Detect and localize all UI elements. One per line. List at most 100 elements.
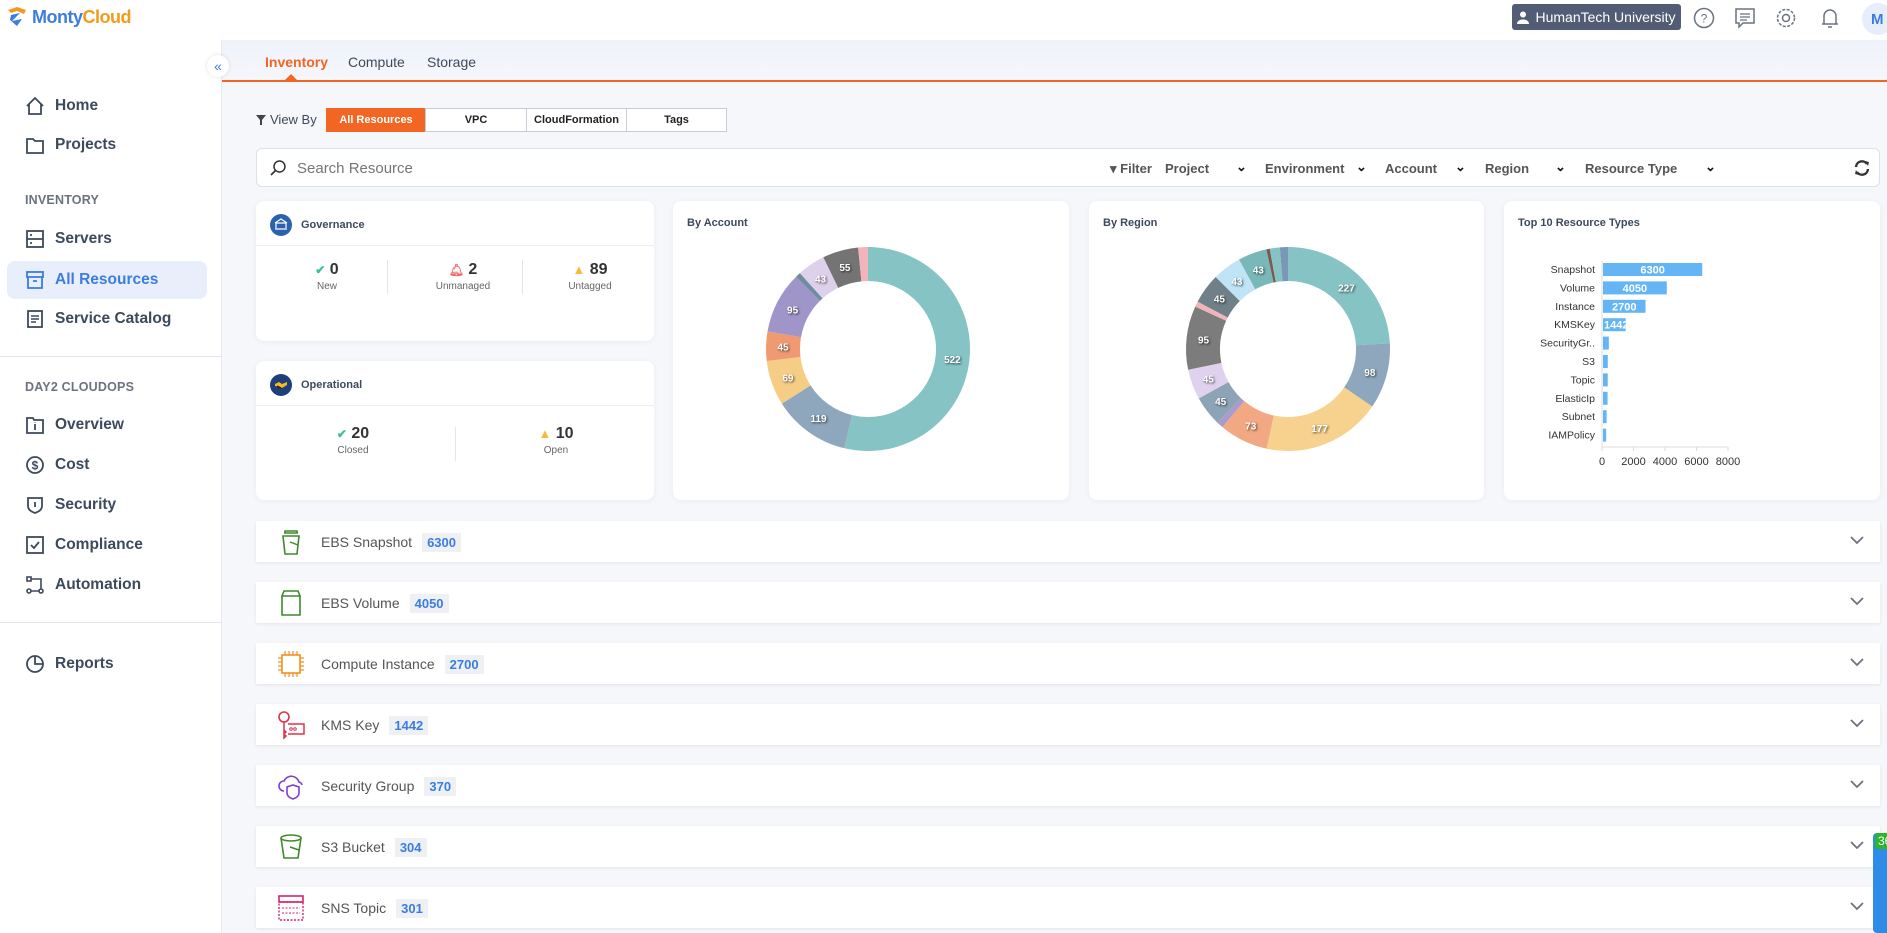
resource-row-ebs-snapshot[interactable]: EBS Snapshot 6300 [256, 521, 1880, 562]
donut-segment[interactable] [766, 357, 811, 404]
refresh-icon[interactable] [1852, 158, 1872, 178]
donut-segment[interactable] [858, 247, 868, 282]
bell-icon: 🔔︎ [448, 263, 464, 277]
donut-segment[interactable] [823, 247, 862, 288]
bar[interactable] [1603, 281, 1667, 295]
donut-segment[interactable] [1288, 247, 1390, 346]
donut-segment[interactable] [767, 276, 821, 338]
stat-unmanaged[interactable]: 🔔︎ 2 Unmanaged [403, 261, 523, 292]
sidebar-item-service-catalog[interactable]: Service Catalog [7, 300, 207, 338]
donut-data-label: 45 [1215, 397, 1227, 408]
resource-row-s3-bucket[interactable]: S3 Bucket 304 [256, 826, 1880, 867]
chevron-down-icon[interactable] [1848, 592, 1866, 610]
resource-label: EBS Snapshot 6300 [321, 533, 461, 552]
search-input[interactable] [297, 157, 797, 179]
donut-segment[interactable] [1197, 277, 1240, 318]
chevron-down-icon[interactable] [1848, 775, 1866, 793]
resource-row-compute-instance[interactable]: Compute Instance 2700 [256, 643, 1880, 684]
gear-icon[interactable] [1774, 6, 1798, 30]
sidebar-item-servers[interactable]: Servers [7, 220, 207, 258]
sidebar-item-cost[interactable]: $ Cost [7, 446, 207, 484]
chevron-down-icon[interactable] [1848, 714, 1866, 732]
view-all-resources-button[interactable]: All Resources [326, 108, 426, 132]
sidebar-item-home[interactable]: Home [7, 87, 207, 125]
divider [522, 260, 523, 294]
stat-new[interactable]: ✔ 0 New [267, 261, 387, 292]
chevron-down-icon[interactable] [1848, 897, 1866, 915]
donut-segment[interactable] [766, 331, 802, 362]
resource-row-kms-key[interactable]: KMS Key 1442 [256, 704, 1880, 745]
donut-segment[interactable] [1279, 247, 1288, 282]
donut-segment[interactable] [781, 385, 853, 449]
sidebar-item-compliance[interactable]: Compliance [7, 526, 207, 564]
region-filter-dropdown[interactable]: Region [1485, 161, 1530, 176]
view-cloudformation-button[interactable]: CloudFormation [526, 108, 627, 132]
organization-button[interactable]: HumanTech University [1512, 4, 1681, 30]
bar[interactable] [1603, 336, 1609, 350]
chevron-down-icon[interactable] [1848, 836, 1866, 854]
project-filter-dropdown[interactable]: Project [1165, 161, 1210, 176]
resource-label: Security Group 370 [321, 777, 457, 796]
chevron-down-icon[interactable]: ⌄ [1455, 159, 1466, 174]
stat-untagged[interactable]: ▲ 89 Untagged [530, 261, 650, 292]
donut-segment[interactable] [1217, 398, 1245, 428]
bar[interactable] [1603, 428, 1607, 442]
donut-segment[interactable] [1195, 301, 1228, 321]
bar[interactable] [1603, 318, 1626, 332]
donut-segment[interactable] [1266, 248, 1276, 283]
bar[interactable] [1603, 355, 1608, 368]
resource-type-filter-dropdown[interactable]: Resource Type [1585, 161, 1678, 176]
tab-compute[interactable]: Compute [348, 54, 405, 70]
view-tags-button[interactable]: Tags [626, 108, 727, 132]
resource-row-sns-topic[interactable]: SNS Topic 301 [256, 887, 1880, 928]
bar[interactable] [1603, 263, 1703, 276]
chat-icon[interactable] [1733, 6, 1757, 30]
stat-value: 10 [555, 425, 574, 442]
logo[interactable]: MontyCloud [6, 6, 131, 28]
environment-filter-dropdown[interactable]: Environment [1265, 161, 1345, 176]
resource-row-ebs-volume[interactable]: EBS Volume 4050 [256, 582, 1880, 623]
chevron-down-icon[interactable]: ⌄ [1705, 159, 1716, 174]
warning-icon: ▲ [538, 426, 552, 441]
donut-segment[interactable] [1222, 401, 1274, 449]
donut-segment[interactable] [1186, 306, 1227, 370]
bar[interactable] [1603, 299, 1646, 313]
account-filter-dropdown[interactable]: Account [1385, 161, 1437, 176]
view-vpc-button[interactable]: VPC [425, 108, 527, 132]
bar[interactable] [1603, 391, 1608, 405]
donut-segment[interactable] [1344, 343, 1390, 407]
donut-segment[interactable] [1188, 362, 1229, 399]
donut-segment[interactable] [799, 257, 839, 299]
chevron-down-icon[interactable]: ⌄ [1356, 159, 1367, 174]
donut-segment[interactable] [1269, 247, 1283, 283]
collapse-sidebar-button[interactable]: « [207, 55, 229, 77]
chevron-down-icon[interactable]: ⌄ [1555, 159, 1566, 174]
stat-open[interactable]: ▲ 10 Open [496, 425, 616, 456]
feedback-widget[interactable] [1873, 833, 1887, 933]
donut-segment[interactable] [1215, 259, 1256, 302]
chevron-down-icon[interactable]: ⌄ [1236, 159, 1247, 174]
tab-inventory[interactable]: Inventory [265, 54, 329, 70]
sidebar-item-reports[interactable]: Reports [7, 645, 207, 683]
resource-row-security-group[interactable]: Security Group 370 [256, 765, 1880, 806]
bar[interactable] [1603, 373, 1608, 387]
donut-segment[interactable] [1266, 387, 1373, 451]
chevron-down-icon[interactable] [1848, 531, 1866, 549]
avatar[interactable]: M [1862, 3, 1887, 35]
sidebar-item-automation[interactable]: Automation [7, 566, 207, 604]
donut-segment[interactable] [844, 247, 970, 451]
tab-storage[interactable]: Storage [427, 54, 477, 70]
bar[interactable] [1603, 410, 1607, 424]
chevron-down-icon[interactable] [1848, 653, 1866, 671]
donut-segment[interactable] [796, 273, 823, 301]
bell-icon[interactable] [1818, 6, 1842, 30]
sidebar-item-projects[interactable]: Projects [7, 126, 207, 164]
sidebar-item-security[interactable]: Security [7, 486, 207, 524]
sidebar-item-overview[interactable]: Overview [7, 406, 207, 444]
donut-segment[interactable] [1198, 381, 1241, 423]
donut-segment[interactable] [1239, 249, 1274, 290]
help-icon[interactable]: ? [1692, 6, 1716, 30]
notification-badge[interactable]: 36 [1875, 833, 1887, 849]
stat-closed[interactable]: ✔ 20 Closed [293, 425, 413, 456]
sidebar-item-all-resources[interactable]: All Resources [7, 261, 207, 299]
